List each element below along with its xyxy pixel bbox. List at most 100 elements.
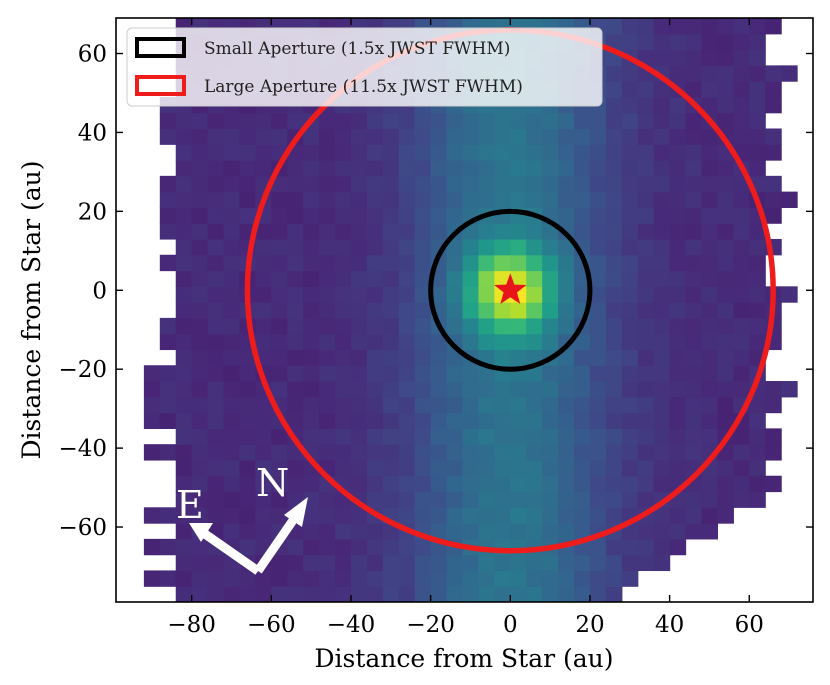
heatmap-cell (589, 365, 607, 382)
heatmap-cell (191, 491, 209, 508)
heatmap-cell (653, 81, 671, 98)
heatmap-cell (733, 49, 750, 66)
heatmap-cell (223, 333, 241, 351)
heatmap-cell (335, 333, 352, 351)
heatmap-cell (574, 475, 591, 493)
heatmap-cell (526, 554, 543, 572)
heatmap-cell (733, 81, 750, 98)
heatmap-cell (175, 444, 193, 461)
heatmap-cell (255, 586, 272, 602)
heatmap-cell (733, 491, 750, 508)
heatmap-cell (366, 570, 384, 587)
heatmap-cell (749, 254, 766, 272)
x-tick-label: −60 (247, 612, 296, 638)
heatmap-cell (255, 412, 272, 429)
heatmap-cell (175, 238, 193, 256)
heatmap-cell (446, 160, 464, 177)
heatmap-cell (382, 128, 400, 145)
heatmap-cell (207, 254, 225, 272)
heatmap-cell (558, 112, 575, 130)
heatmap-cell (494, 349, 511, 366)
heatmap-cell (574, 491, 591, 508)
heatmap-cell (303, 270, 320, 287)
heatmap-cell (621, 302, 639, 319)
heatmap-cell (175, 333, 193, 351)
heatmap-cell (510, 238, 527, 256)
heatmap-cell (191, 286, 209, 303)
heatmap-cell (669, 175, 687, 193)
heatmap-cell (589, 570, 607, 587)
heatmap-cell (175, 396, 193, 414)
heatmap-cell (749, 412, 766, 429)
heatmap-cell (446, 491, 464, 508)
heatmap-cell (494, 507, 511, 524)
heatmap-cell (191, 475, 209, 493)
heatmap-cell (669, 112, 687, 130)
heatmap-cell (781, 381, 798, 398)
heatmap-cell (749, 459, 766, 477)
heatmap-cell (558, 475, 575, 493)
heatmap-cell (382, 396, 400, 414)
heatmap-cell (733, 459, 750, 477)
y-tick-label: 20 (78, 199, 107, 225)
heatmap-cell (335, 160, 352, 177)
heatmap-cell (510, 412, 527, 429)
heatmap-cell (223, 491, 241, 508)
heatmap-cell (542, 412, 559, 429)
heatmap-cell (526, 128, 543, 145)
heatmap-cell (478, 302, 495, 319)
heatmap-cell (653, 554, 671, 572)
heatmap-cell (637, 223, 655, 240)
heatmap-cell (414, 459, 432, 477)
heatmap-cell (558, 144, 575, 161)
legend-swatch-small-aperture (135, 37, 186, 58)
heatmap-cell (462, 428, 480, 445)
heatmap-cell (239, 365, 256, 382)
heatmap-cell (239, 396, 256, 414)
heatmap-cell (621, 475, 639, 493)
heatmap-cell (191, 554, 209, 572)
heatmap-cell (749, 396, 766, 414)
heatmap-cell (701, 475, 719, 493)
heatmap-cell (223, 302, 241, 319)
heatmap-cell (366, 160, 384, 177)
heatmap-cell (749, 444, 766, 461)
heatmap-cell (621, 538, 639, 556)
heatmap-cell (781, 191, 798, 209)
heatmap-cell (207, 302, 225, 319)
heatmap-cell (685, 191, 703, 209)
heatmap-cell (589, 507, 607, 524)
compass-east-arrow-head (189, 523, 213, 542)
heatmap-cell (717, 65, 734, 82)
heatmap-cell (749, 302, 766, 319)
heatmap-cell (494, 475, 511, 493)
heatmap-cell (542, 396, 559, 414)
heatmap-cell (319, 491, 336, 508)
heatmap-cell (366, 317, 384, 335)
heatmap-cell (653, 96, 671, 114)
heatmap-cell (430, 491, 448, 508)
heatmap-cell (653, 191, 671, 209)
heatmap-cell (621, 18, 639, 35)
heatmap-cell (430, 207, 448, 224)
heatmap-cell (319, 444, 336, 461)
heatmap-cell (191, 428, 209, 445)
heatmap-cell (175, 412, 193, 429)
heatmap-cell (462, 223, 480, 240)
heatmap-cell (398, 349, 416, 366)
heatmap-cell (510, 254, 527, 272)
heatmap-cell (398, 381, 416, 398)
heatmap-cell (446, 412, 464, 429)
heatmap-cell (430, 507, 448, 524)
heatmap-cell (287, 223, 304, 240)
heatmap-cell (239, 491, 256, 508)
heatmap-cell (223, 191, 241, 209)
heatmap-cell (223, 475, 241, 493)
heatmap-cell (207, 459, 225, 477)
heatmap-cell (319, 538, 336, 556)
heatmap-cell (542, 444, 559, 461)
heatmap-cell (701, 144, 719, 161)
heatmap-cell (414, 302, 432, 319)
heatmap-cell (478, 238, 495, 256)
heatmap-cell (335, 523, 352, 540)
